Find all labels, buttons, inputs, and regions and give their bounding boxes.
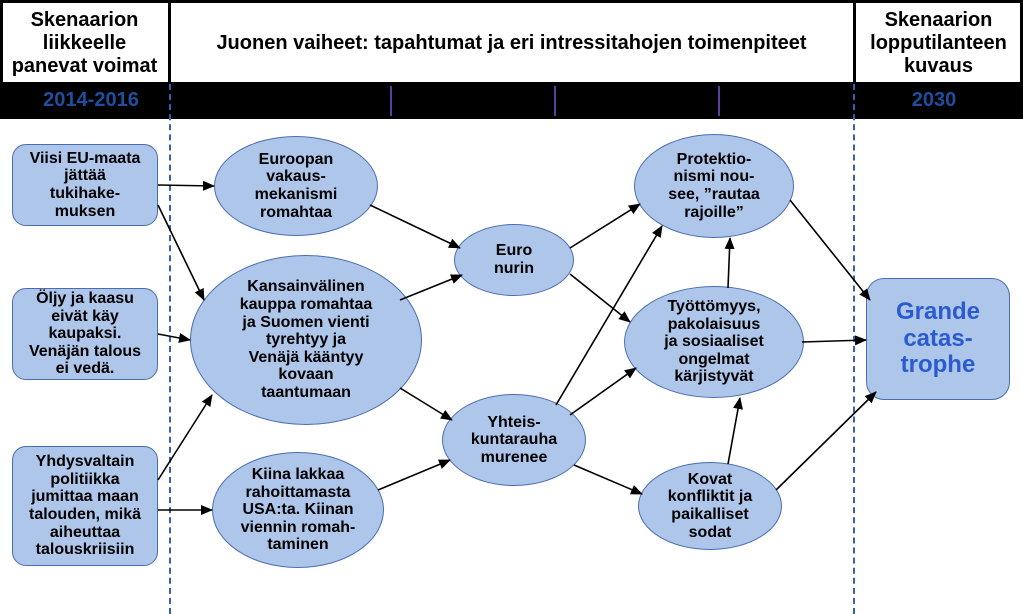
stage-node-s3: Kiina lakkaa rahoittamasta USA:ta. Kiina… [212,452,384,568]
lane-divider-dashed-1 [853,84,855,614]
edge-s7-final [802,340,866,342]
header-cell-2: Skenaarion lopputilanteen kuvaus [854,3,1023,83]
edge-s1-s4 [370,205,460,248]
header-cell-0: Skenaarion liikkeelle panevat voimat [0,3,169,83]
edge-s8-s7 [728,398,740,464]
diagram-canvas: Skenaarion liikkeelle panevat voimatJuon… [0,0,1023,614]
time-bar [0,84,1023,119]
edge-s2-s4 [400,275,462,300]
edge-s5-s8 [574,465,642,494]
edge-s7-s6 [728,238,730,288]
stage-node-s4: Euro nurin [454,224,574,296]
edge-d3-s2 [158,395,212,480]
edge-d1-s2 [158,205,204,300]
driver-node-d1: Viisi EU-maata jättää tukihake- muksen [12,144,158,226]
time-label-end: 2030 [904,89,964,112]
stage-node-s8: Kovat konfliktit ja paikalliset sodat [638,462,782,550]
stage-node-s6: Protektio- nismi nou- see, ”rautaa rajoi… [634,134,794,238]
edge-s5-s7 [570,368,636,415]
edge-s3-s5 [378,460,450,490]
lane-tick-2 [718,86,720,116]
edge-d2-s2 [158,334,190,340]
stage-node-s5: Yhteis- kuntarauha murenee [442,394,586,486]
final-node: Grande catas- trophe [866,278,1010,400]
lane-tick-1 [554,86,556,116]
edge-s8-final [776,392,876,490]
stage-node-s7: Työttömyys, pakolaisuus ja sosiaaliset o… [624,286,804,398]
stage-node-s2: Kansainvälinen kauppa romahtaa ja Suomen… [190,255,422,425]
driver-node-d3: Yhdysvaltain politiikka jumittaa maan ta… [12,446,158,566]
driver-node-d2: Öljy ja kaasu eivät käy kaupaksi. Venäjä… [12,288,158,380]
edge-s2-s5 [400,388,452,420]
header-cell-1: Juonen vaiheet: tapahtumat ja eri intres… [169,3,854,83]
edge-d1-s1 [158,185,214,186]
lane-divider-dashed-0 [169,84,171,614]
stage-node-s1: Euroopan vakaus- mekanismi romahtaa [214,136,378,236]
edge-s4-s7 [570,274,630,322]
edge-s4-s6 [570,204,640,248]
time-label-start: 2014-2016 [36,89,146,112]
edge-s6-final [790,200,870,300]
lane-tick-0 [390,86,392,116]
